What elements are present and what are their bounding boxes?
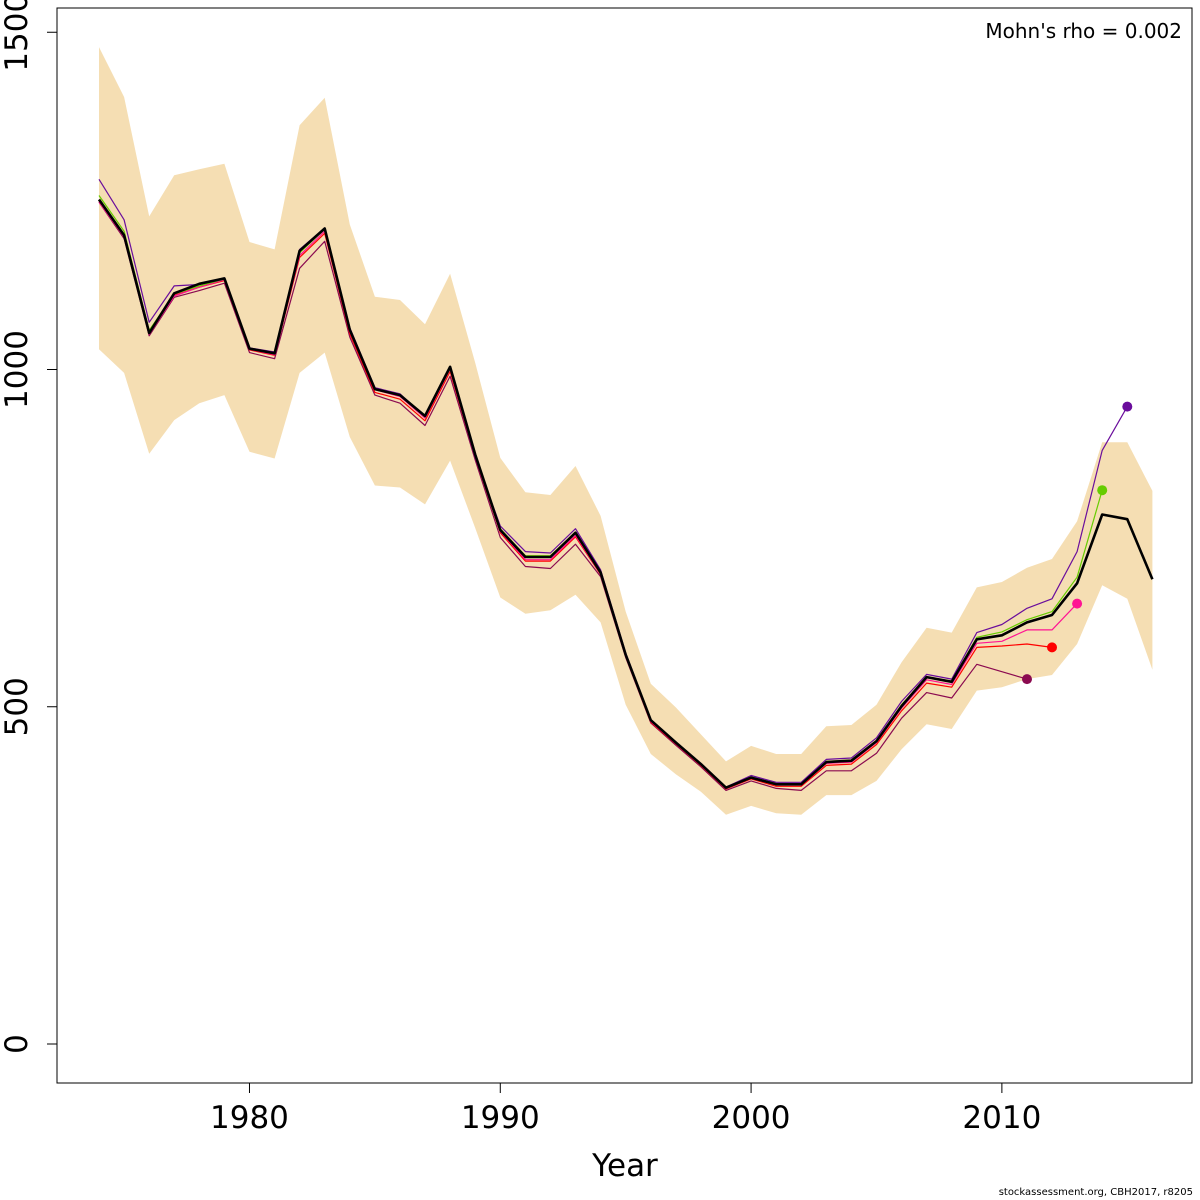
series-line-peel5 [98,201,1028,792]
series-layer [97,178,1154,792]
confidence-band-layer [99,47,1153,815]
x-tick-label: 2010 [962,1100,1041,1136]
footer-credit: stockassessment.org, CBH2017, r8205 [999,1187,1193,1198]
y-tick-label: 1000 [0,330,35,409]
series-endpoint-peel2 [1097,485,1108,496]
confidence-band [99,47,1153,815]
series-endpoint-peel4 [1047,642,1057,653]
series-line-base [97,198,1154,790]
x-tick-label: 1990 [461,1100,540,1136]
plot-frame [56,7,1193,1084]
x-tick-label: 2000 [712,1100,791,1136]
x-axis-title: Year [591,1148,658,1184]
series-endpoint-peel3 [1072,598,1083,609]
y-tick-label: 500 [0,677,35,736]
x-tick-label: 1980 [210,1100,289,1136]
mohns-rho-annotation: Mohn's rho = 0.002 [985,19,1182,43]
series-endpoint-peel5 [1022,674,1032,685]
axes-layer: 1980 1990 2000 2010 0 500 1000 1500 [0,0,1041,1136]
y-tick-label: 0 [0,1034,35,1054]
y-tick-label: 1500 [0,0,35,72]
series-endpoint-peel1 [1122,401,1133,412]
